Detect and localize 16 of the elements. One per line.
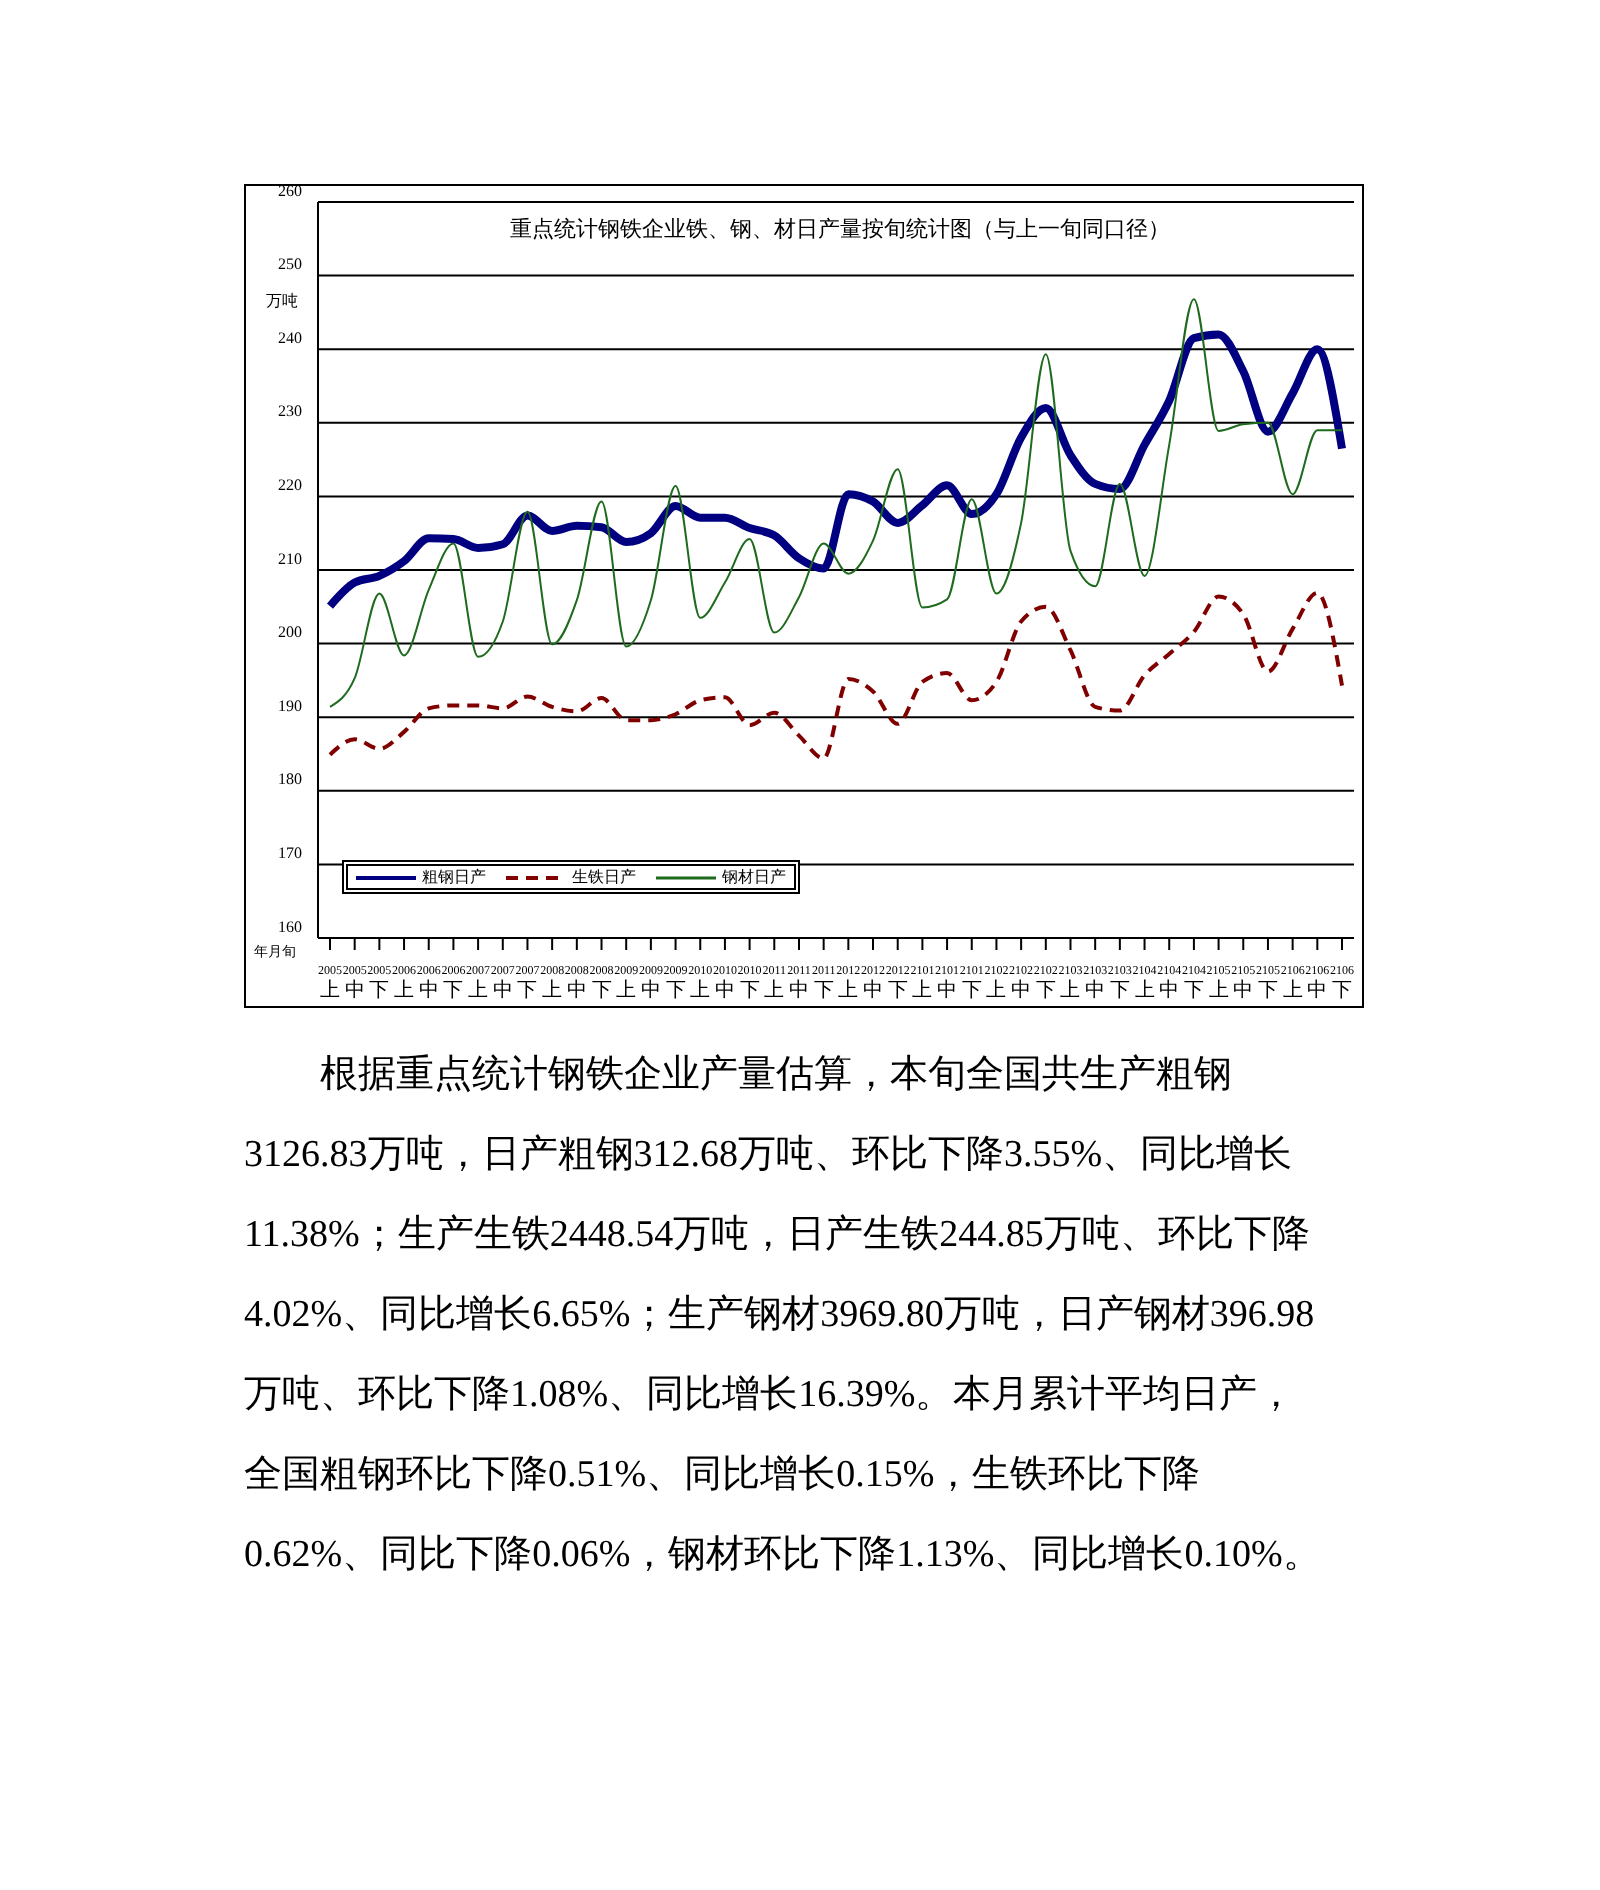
y-tick-label: 250 xyxy=(278,255,302,274)
legend-label: 粗钢日产 xyxy=(422,866,486,888)
y-tick-label: 180 xyxy=(278,770,302,789)
y-tick-label: 160 xyxy=(278,917,302,936)
y-axis-title: 万吨 xyxy=(266,290,298,312)
y-tick-label: 170 xyxy=(278,844,302,863)
y-tick-label: 240 xyxy=(278,328,302,347)
y-tick-label: 220 xyxy=(278,476,302,495)
text: 重点统计钢铁企业铁、钢、材日产量按旬统计图（与上一旬同口径） xyxy=(508,215,1172,244)
legend-label: 生铁日产 xyxy=(572,866,636,888)
text: 根据重点统计钢铁企业产量估算，本旬全国共生产粗钢3126.83万吨，日产粗钢312.68万吨、环比下降3.55%、同比增长11.38%；生产生铁2448.54万吨，日产生铁244.85万吨、环比下降4.02%、同比增长6.65%；生产钢材3969.80万吨，日产钢材396.98万吨、环比下降1.08%、同比增长16.39%。本月累计平均日产，全国粗钢环比下降0.51%、同比增长0.15%，生铁环比下降0.62%、同比下降0.06%，钢材环比下降1.13%、同比增长0.10%。 xyxy=(244,1052,1323,1580)
y-tick-label: 210 xyxy=(278,549,302,568)
y-tick-label: 200 xyxy=(278,623,302,642)
legend-label: 钢材日产 xyxy=(722,866,786,888)
y-tick-label: 190 xyxy=(278,696,302,715)
y-tick-label: 230 xyxy=(278,402,302,421)
